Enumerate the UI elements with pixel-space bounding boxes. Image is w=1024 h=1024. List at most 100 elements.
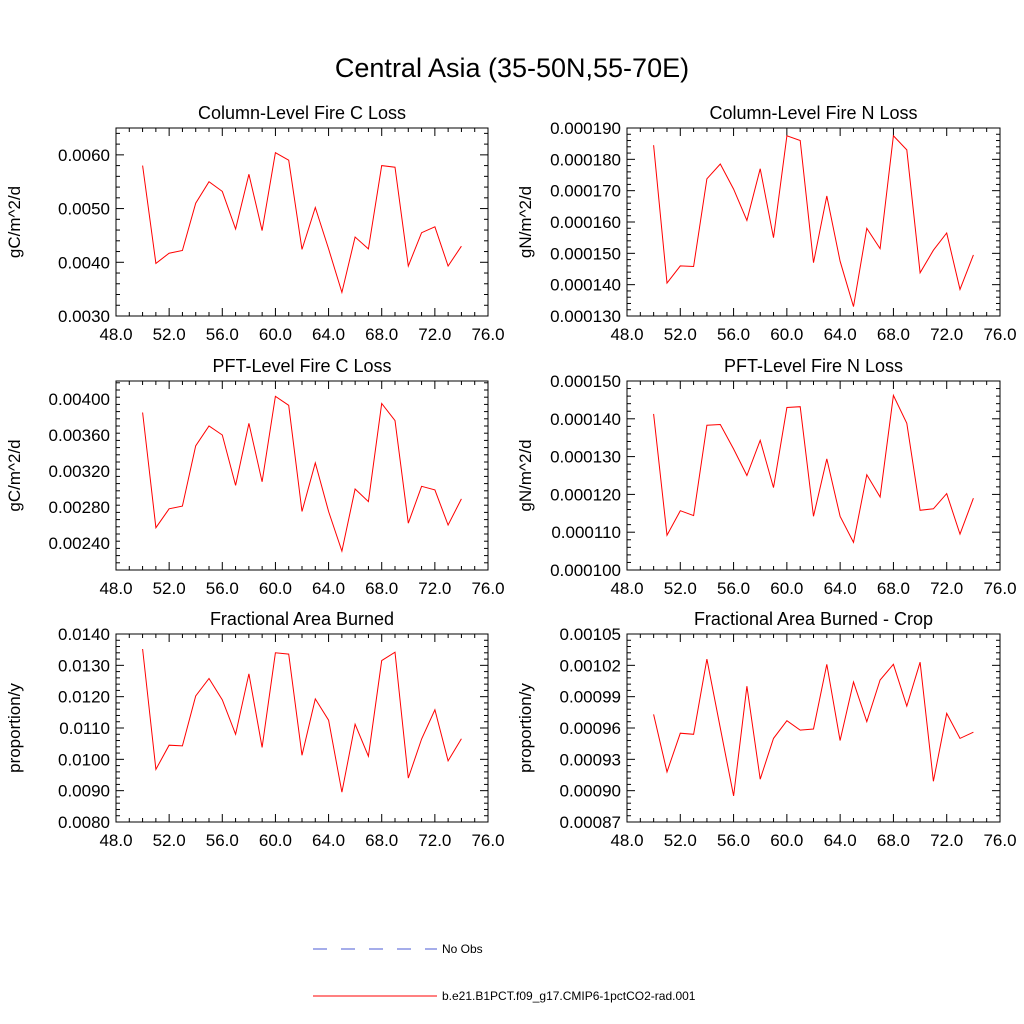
y-tick-label: 0.000110 <box>551 523 621 542</box>
chart-panel-1: Column-Level Fire C Loss gC/m^2/d 48.0 52.0… <box>5 103 505 344</box>
y-tick-label: 0.00099 <box>560 688 621 707</box>
chart-panel-4: PFT-Level Fire N Loss gN/m^2/d 48.0 52.0 56.… <box>516 356 1017 598</box>
x-tick-label: 64.0 <box>312 831 345 850</box>
x-tick-label: 48.0 <box>610 325 643 344</box>
x-tick-label: 48.0 <box>99 579 132 598</box>
y-tick-label: 0.0090 <box>58 782 110 801</box>
x-tick-label: 68.0 <box>365 831 398 850</box>
series-line-1 <box>142 395 462 553</box>
chart-title: PFT-Level Fire N Loss <box>724 356 903 376</box>
x-tick-label: 76.0 <box>471 325 504 344</box>
chart-panel-6: Fractional Area Burned - Crop proportion/… <box>516 609 1017 850</box>
x-tick-label: 72.0 <box>930 325 963 344</box>
chart-panel-2: Column-Level Fire N Loss gN/m^2/d 48.0 52.0… <box>516 103 1017 344</box>
y-tick-label: 0.000180 <box>550 150 621 169</box>
chart-title: PFT-Level Fire C Loss <box>212 356 391 376</box>
y-tick-label: 0.00087 <box>560 813 621 832</box>
y-tick-label: 0.000140 <box>550 276 621 295</box>
x-tick-label: 76.0 <box>983 831 1016 850</box>
x-tick-label: 56.0 <box>717 579 750 598</box>
y-tick-label: 0.000120 <box>550 485 621 504</box>
x-tick-label: 72.0 <box>418 831 451 850</box>
x-tick-label: 64.0 <box>824 579 857 598</box>
x-tick-label: 60.0 <box>770 831 803 850</box>
y-tick-label: 0.000170 <box>550 182 621 201</box>
y-tick-label: 0.00320 <box>49 462 110 481</box>
x-tick-label: 60.0 <box>770 579 803 598</box>
x-tick-label: 76.0 <box>471 831 504 850</box>
x-tick-label: 56.0 <box>206 325 239 344</box>
chart-title: Fractional Area Burned - Crop <box>694 609 933 629</box>
y-tick-label: 0.000160 <box>550 213 621 232</box>
y-tick-label: 0.00093 <box>560 750 621 769</box>
x-tick-label: 52.0 <box>664 831 697 850</box>
x-tick-label: 60.0 <box>770 325 803 344</box>
x-tick-label: 64.0 <box>824 831 857 850</box>
x-tick-label: 72.0 <box>418 325 451 344</box>
y-tick-label: 0.0060 <box>58 146 110 165</box>
y-tick-label: 0.00102 <box>560 656 621 675</box>
x-tick-label: 68.0 <box>877 325 910 344</box>
page-title: Central Asia (35-50N,55-70E) <box>334 53 690 83</box>
y-tick-label: 0.00360 <box>49 426 110 445</box>
x-tick-label: 60.0 <box>259 325 292 344</box>
y-tick-label: 0.0130 <box>58 656 110 675</box>
x-tick-label: 56.0 <box>717 325 750 344</box>
series-line-1 <box>142 151 462 295</box>
y-tick-label: 0.00105 <box>560 625 621 644</box>
legend-label-2: b.e21.B1PCT.f09_g17.CMIP6-1pctCO2-rad.00… <box>442 989 696 1003</box>
x-tick-label: 60.0 <box>259 579 292 598</box>
y-axis-label: gN/m^2/d <box>516 186 535 258</box>
series-line-1 <box>653 659 974 796</box>
series-line-1 <box>142 648 462 793</box>
y-tick-label: 0.0100 <box>58 750 110 769</box>
plot-frame <box>626 380 1001 571</box>
legend-label-1: No Obs <box>442 942 483 956</box>
y-tick-label: 0.00400 <box>49 390 110 409</box>
x-tick-label: 56.0 <box>206 579 239 598</box>
x-tick-label: 64.0 <box>312 325 345 344</box>
x-tick-label: 52.0 <box>153 325 186 344</box>
x-tick-label: 48.0 <box>610 831 643 850</box>
x-tick-label: 52.0 <box>153 831 186 850</box>
chart-title: Column-Level Fire C Loss <box>198 103 406 123</box>
x-tick-label: 56.0 <box>717 831 750 850</box>
y-tick-label: 0.00096 <box>560 719 621 738</box>
y-tick-label: 0.0140 <box>58 625 110 644</box>
y-tick-label: 0.000130 <box>550 448 621 467</box>
x-tick-label: 72.0 <box>930 579 963 598</box>
chart-title: Fractional Area Burned <box>210 609 394 629</box>
x-tick-label: 76.0 <box>983 579 1016 598</box>
y-tick-label: 0.000190 <box>550 119 621 138</box>
plot-frame <box>626 127 1001 317</box>
x-tick-label: 60.0 <box>259 831 292 850</box>
y-axis-label: gN/m^2/d <box>516 439 535 511</box>
y-tick-label: 0.00090 <box>560 782 621 801</box>
x-tick-label: 68.0 <box>365 579 398 598</box>
x-tick-label: 64.0 <box>824 325 857 344</box>
plot-frame <box>115 633 489 823</box>
y-tick-label: 0.0120 <box>58 688 110 707</box>
plot-frame <box>115 127 489 317</box>
y-tick-label: 0.00240 <box>49 534 110 553</box>
y-tick-label: 0.000130 <box>550 307 621 326</box>
x-tick-label: 48.0 <box>610 579 643 598</box>
x-tick-label: 48.0 <box>99 831 132 850</box>
y-tick-label: 0.000140 <box>550 410 621 429</box>
y-axis-label: proportion/y <box>516 683 535 773</box>
x-tick-label: 76.0 <box>983 325 1016 344</box>
x-tick-label: 68.0 <box>877 831 910 850</box>
chart-panel-3: PFT-Level Fire C Loss gC/m^2/d 48.0 52.0 56.… <box>5 356 505 598</box>
x-tick-label: 68.0 <box>365 325 398 344</box>
y-tick-label: 0.0050 <box>58 200 110 219</box>
x-tick-label: 76.0 <box>471 579 504 598</box>
y-tick-label: 0.0080 <box>58 813 110 832</box>
y-tick-label: 0.0110 <box>59 719 110 738</box>
y-axis-label: gC/m^2/d <box>5 439 24 511</box>
series-line-1 <box>653 393 974 544</box>
y-axis-label: proportion/y <box>5 683 24 773</box>
y-tick-label: 0.0030 <box>58 307 110 326</box>
x-tick-label: 52.0 <box>664 325 697 344</box>
x-tick-label: 52.0 <box>664 579 697 598</box>
